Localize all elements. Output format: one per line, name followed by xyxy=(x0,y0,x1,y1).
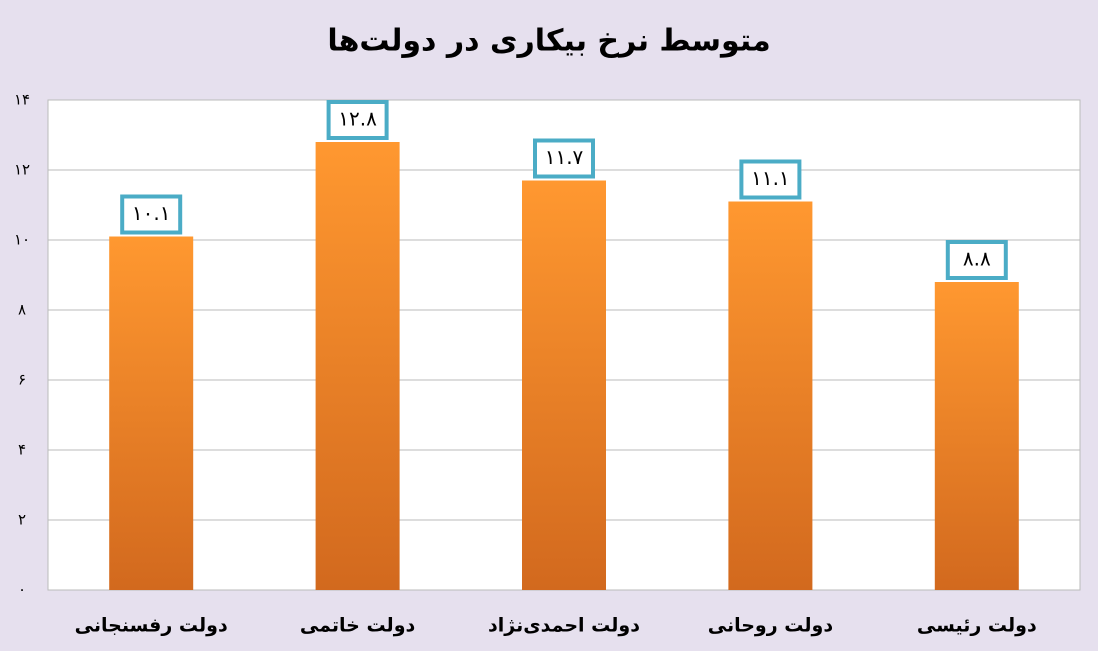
y-tick-label: ۰ xyxy=(18,581,26,599)
bar xyxy=(109,236,194,590)
bar xyxy=(934,282,1019,590)
x-tick-label: دولت روحانی xyxy=(708,615,834,637)
y-tick-label: ۸ xyxy=(18,301,26,319)
value-label: ۸.۸ xyxy=(963,247,991,271)
x-tick-label: دولت رفسنجانی xyxy=(75,615,228,637)
bar xyxy=(315,142,400,590)
value-label: ۱۰.۱ xyxy=(132,201,171,225)
y-tick-label: ۶ xyxy=(18,371,26,389)
y-tick-label: ۱۲ xyxy=(14,161,30,179)
x-tick-label: دولت خاتمی xyxy=(300,615,416,637)
bar xyxy=(522,180,606,590)
y-tick-label: ۴ xyxy=(18,441,26,459)
y-tick-label: ۱۰ xyxy=(14,231,30,249)
value-label-box xyxy=(945,240,1008,280)
chart-title: متوسط نرخ بیکاری در دولت‌ها xyxy=(327,24,770,59)
value-label: ۱۱.۷ xyxy=(545,145,584,169)
value-label: ۱۱.۱ xyxy=(751,166,790,190)
bar xyxy=(728,201,813,590)
y-tick-label: ۱۴ xyxy=(14,91,30,109)
value-label-box xyxy=(326,100,389,140)
value-label-box xyxy=(120,194,183,235)
value-label: ۱۲.۸ xyxy=(338,107,377,131)
value-label-box xyxy=(739,159,802,200)
value-label-box xyxy=(533,138,595,179)
x-tick-label: دولت احمدی‌نژاد xyxy=(488,615,640,637)
y-tick-label: ۲ xyxy=(18,511,26,529)
x-tick-label: دولت رئیسی xyxy=(917,615,1037,637)
